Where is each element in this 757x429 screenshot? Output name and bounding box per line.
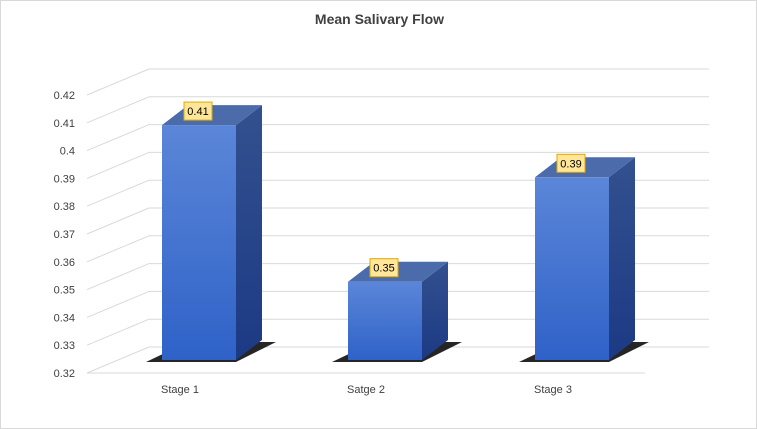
gridline-depth	[86, 151, 150, 179]
bar-front-face	[162, 125, 236, 360]
data-label: 0.35	[373, 263, 394, 275]
bar	[146, 105, 276, 362]
gridline-depth	[86, 346, 150, 374]
y-tick-label: 0.41	[54, 118, 75, 130]
gridline-depth	[86, 263, 150, 291]
y-tick-label: 0.33	[54, 340, 75, 352]
x-category-label: Stage 1	[161, 384, 199, 396]
gridline-depth	[86, 96, 150, 124]
bar-front-face	[535, 177, 609, 360]
bar	[519, 157, 649, 362]
y-tick-label: 0.4	[60, 146, 75, 158]
y-tick-label: 0.42	[54, 90, 75, 102]
data-label-box	[556, 153, 586, 173]
gridline-depth	[86, 179, 150, 207]
gridline-depth	[86, 207, 150, 235]
chart-title: Mean Salivary Flow	[314, 11, 445, 27]
x-category-label: Stage 3	[534, 384, 572, 396]
bar-front-face	[348, 281, 422, 360]
gridline-depth	[86, 235, 150, 263]
y-tick-label: 0.32	[54, 368, 75, 380]
data-label-box	[183, 101, 213, 121]
bar-side-face	[236, 105, 262, 360]
bar-side-face	[422, 261, 448, 360]
gridline-depth	[86, 290, 150, 318]
y-tick-label: 0.35	[54, 285, 75, 297]
gridline-depth	[86, 318, 150, 346]
x-category-label: Satge 2	[347, 384, 385, 396]
y-tick-label: 0.34	[54, 312, 75, 324]
y-tick-label: 0.37	[54, 229, 75, 241]
y-tick-label: 0.39	[54, 173, 75, 185]
data-label: 0.39	[560, 158, 581, 170]
bar-side-face	[609, 157, 635, 360]
gridline-depth	[86, 68, 150, 96]
data-label: 0.41	[187, 106, 208, 118]
data-label-box	[369, 258, 399, 278]
y-tick-label: 0.38	[54, 201, 75, 213]
gridline-depth	[86, 124, 150, 152]
y-tick-label: 0.36	[54, 257, 75, 269]
